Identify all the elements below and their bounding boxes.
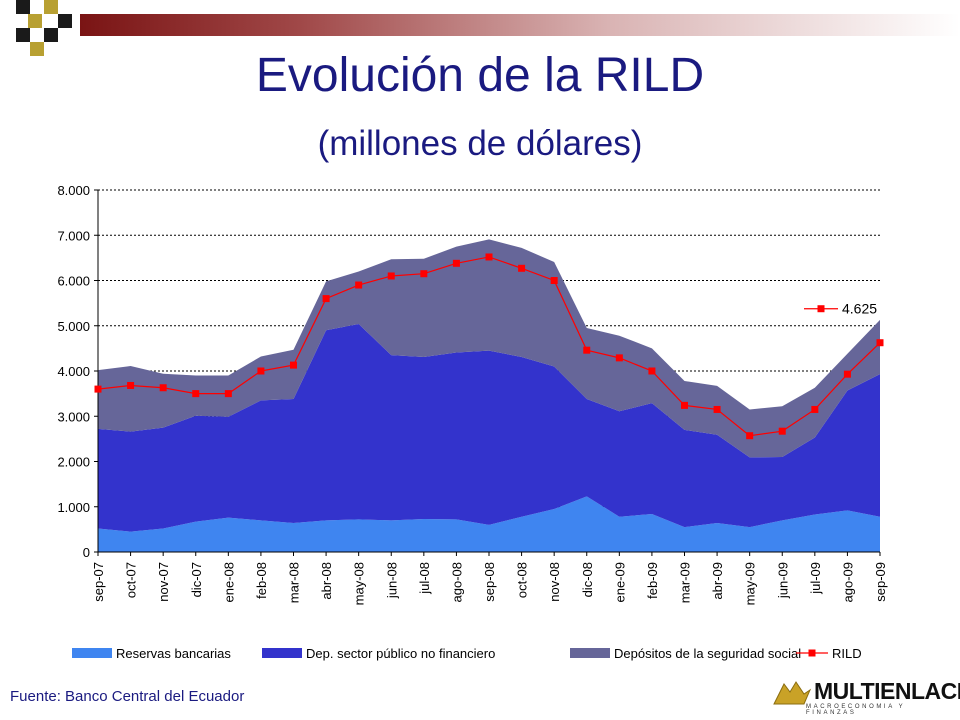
rild-point [127, 381, 135, 389]
x-tick-label: mar-08 [287, 562, 302, 603]
rild-point [648, 367, 656, 375]
annotation-label: 4.625 [842, 301, 877, 317]
rild-point [322, 295, 330, 303]
y-tick-label: 5.000 [57, 319, 90, 334]
rild-point [224, 390, 232, 398]
area-series-2 [98, 323, 880, 532]
x-tick-label: may-08 [352, 562, 367, 605]
y-tick-label: 1.000 [57, 500, 90, 515]
x-tick-label: abr-08 [319, 562, 334, 600]
rild-point [713, 405, 721, 413]
y-tick-label: 6.000 [57, 274, 90, 289]
rild-point [452, 259, 460, 267]
x-tick-label: nov-08 [547, 562, 562, 602]
x-tick-label: jul-08 [417, 562, 432, 595]
rild-point [843, 370, 851, 378]
x-tick-label: oct-08 [515, 562, 530, 598]
x-tick-label: feb-08 [254, 562, 269, 599]
x-tick-label: jul-09 [808, 562, 823, 595]
x-tick-label: dic-08 [580, 562, 595, 597]
rild-point [485, 253, 493, 261]
rild-area-chart: 0 1.000 2.000 3.000 4.000 5.000 6.000 7.000 8.00… [57, 183, 888, 661]
legend-swatch-marker [808, 649, 816, 657]
logo-wordmark: MULTIENLACE [814, 678, 960, 704]
legend-swatch [570, 648, 610, 658]
legend-label: RILD [832, 646, 862, 661]
x-tick-label: may-09 [743, 562, 758, 605]
rild-point [681, 401, 688, 409]
y-tick-label: 8.000 [57, 183, 90, 198]
rild-point [192, 390, 200, 398]
x-tick-label: sep-09 [873, 562, 888, 602]
x-tick-label: feb-09 [645, 562, 660, 599]
x-tick-label: mar-09 [678, 562, 693, 603]
rild-point [518, 264, 526, 272]
page-title: Evolución de la RILD [255, 49, 705, 102]
decorative-square-gold [44, 0, 58, 14]
y-tick-label: 7.000 [57, 228, 90, 243]
y-tick-label: 3.000 [57, 409, 90, 424]
x-tick-label: abr-09 [710, 562, 725, 600]
x-tick-label: ene-09 [612, 562, 627, 602]
y-tick-label: 0 [83, 545, 90, 560]
decorative-square-gold [30, 42, 44, 56]
x-tick-label: dic-07 [189, 562, 204, 597]
decorative-square-dark [44, 28, 58, 42]
logo-tagline: MACROECONOMIA Y FINANZAS [806, 704, 906, 716]
y-tick-label: 2.000 [57, 455, 90, 470]
logo-emblem-icon [773, 681, 812, 705]
rild-point [387, 272, 395, 280]
legend-swatch [262, 648, 302, 658]
x-tick-label: oct-07 [124, 562, 139, 598]
rild-point [746, 432, 754, 440]
x-tick-label: ene-08 [221, 562, 236, 602]
rild-point [876, 339, 884, 347]
header-gradient-bar [80, 14, 960, 36]
rild-point [420, 270, 428, 278]
x-tick-label: ago-09 [840, 562, 855, 602]
area-series-1 [98, 496, 880, 552]
legend-label: Dep. sector público no financiero [306, 646, 495, 661]
rild-point [550, 277, 558, 284]
decorative-square-dark [16, 28, 30, 42]
x-tick-label: sep-07 [91, 562, 106, 602]
x-tick-label: jun-09 [775, 562, 790, 599]
decorative-square-gold [28, 14, 42, 28]
rild-point [355, 281, 363, 289]
y-tick-label: 4.000 [57, 364, 90, 379]
rild-point [290, 361, 297, 369]
multienlace-logo: MULTIENLACE MACROECONOMIA Y FINANZAS [770, 676, 960, 716]
legend-label: Depósitos de la seguridad social [614, 646, 801, 661]
rild-point [778, 427, 786, 435]
legend-label: Reservas bancarias [116, 646, 231, 661]
x-tick-label: jun-08 [384, 562, 399, 599]
x-tick-label: nov-07 [156, 562, 171, 602]
decorative-square-dark [16, 0, 30, 14]
source-note: Fuente: Banco Central del Ecuador [10, 688, 245, 705]
legend-swatch [72, 648, 112, 658]
decorative-square-dark [58, 14, 72, 28]
rild-point [811, 405, 819, 413]
rild-point [94, 385, 102, 393]
page-subtitle: (millones de dólares) [317, 124, 643, 163]
annotation-key-marker [817, 305, 825, 313]
rild-point [615, 354, 623, 362]
x-tick-label: ago-08 [449, 562, 464, 602]
rild-point [257, 367, 265, 375]
rild-point [583, 346, 591, 354]
x-tick-label: sep-08 [482, 562, 497, 602]
rild-point [159, 384, 167, 392]
